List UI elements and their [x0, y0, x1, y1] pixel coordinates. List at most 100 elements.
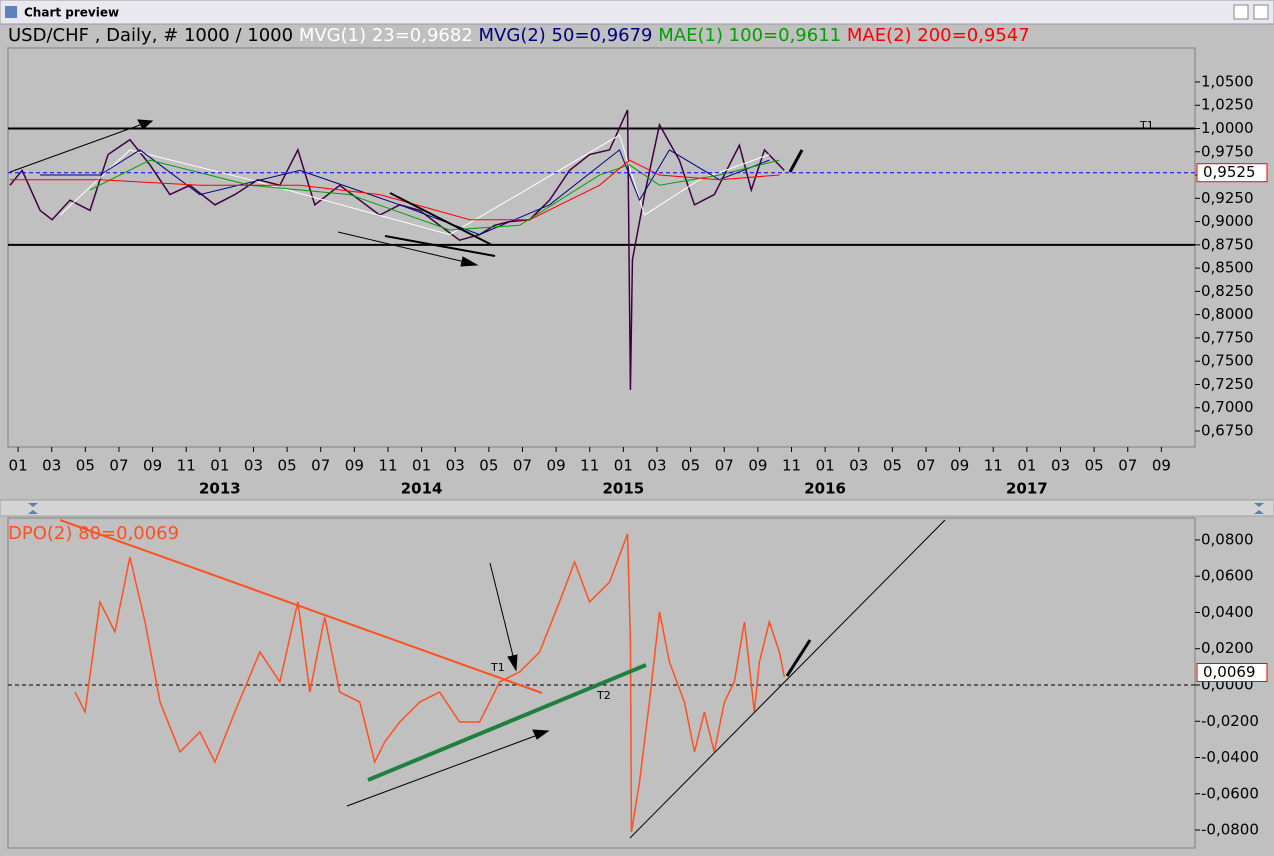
y-tick-label: -0,0800 [1201, 821, 1259, 839]
y-tick-label: 0,8750 [1201, 235, 1254, 253]
x-tick-label: 11 [177, 457, 196, 475]
x-tick-label: 03 [244, 457, 263, 475]
trend-arrow [489, 562, 514, 657]
x-tick-label: 05 [1085, 457, 1104, 475]
x-tick-label: 07 [916, 457, 935, 475]
y-tick-label: 0,0600 [1201, 567, 1254, 585]
year-label: 2016 [804, 480, 846, 498]
y-tick-label: 0,8000 [1201, 305, 1254, 323]
x-tick-label: 09 [1152, 457, 1171, 475]
current-value-box [1196, 662, 1268, 682]
trend-line [59, 519, 543, 694]
current-value-label: 0,0069 [1203, 663, 1256, 681]
y-tick-label: 0,7750 [1201, 328, 1254, 346]
x-tick-label: 03 [1051, 457, 1070, 475]
series-line [74, 533, 785, 833]
annotation: T2 [596, 689, 611, 702]
trend-mark [785, 639, 812, 677]
x-tick-label: 03 [42, 457, 61, 475]
x-tick-label: 01 [816, 457, 835, 475]
maximize-button[interactable] [1253, 4, 1269, 20]
title-bar [0, 0, 1274, 25]
x-tick-label: 05 [681, 457, 700, 475]
x-tick-label: 05 [76, 457, 95, 475]
drawings [9, 119, 946, 839]
current-value-box [1196, 163, 1268, 183]
y-tick-label: 1,0500 [1201, 72, 1254, 90]
legend-entry: USD/CHF , Daily, # 1000 / 1000 [8, 25, 293, 46]
x-tick-label: 01 [210, 457, 229, 475]
x-tick-label: 07 [109, 457, 128, 475]
legend-entry: MVG(2) 50=0,9679 [479, 25, 653, 46]
y-tick-label: 0,7500 [1201, 352, 1254, 370]
chart-header: USD/CHF , Daily, # 1000 / 1000 MVG(1) 23… [8, 25, 1030, 46]
price-chart: 0,6750 0,7000 0,7250 0,7500 0,7750 0,8000 0,82… [8, 25, 1268, 498]
x-tick-label: 09 [143, 457, 162, 475]
x-tick-label: 11 [984, 457, 1003, 475]
x-tick-label: 11 [782, 457, 801, 475]
x-tick-label: 07 [715, 457, 734, 475]
y-tick-label: -0,0400 [1201, 748, 1259, 766]
y-tick-label: -0,0200 [1201, 712, 1259, 730]
x-tick-label: 01 [9, 457, 28, 475]
year-label: 2017 [1006, 480, 1048, 498]
x-tick-label: 09 [950, 457, 969, 475]
arrow-head [460, 256, 479, 267]
y-tick-label: -0,0600 [1201, 784, 1259, 802]
minimize-button[interactable] [1233, 4, 1249, 20]
legend-entry: MAE(2) 200=0,9547 [847, 25, 1030, 46]
x-tick-label: 03 [446, 457, 465, 475]
trend-mark [788, 149, 804, 173]
series-line [9, 109, 785, 391]
chart-title: DPO(2) 80=0,0069 [8, 523, 179, 544]
annotation: T1 [490, 661, 505, 674]
y-tick-label: 0,8500 [1201, 259, 1254, 277]
dpo-chart: -0,0800-0,0600-0,0400-0,02000,00000,0200… [8, 523, 1268, 839]
y-tick-label: 0,9000 [1201, 212, 1254, 230]
x-tick-label: 01 [412, 457, 431, 475]
window-title: Chart preview [24, 6, 119, 20]
trend-line [384, 235, 496, 257]
legend-entry: MVG(1) 23=0,9682 [299, 25, 473, 46]
trend-arrow [337, 231, 466, 263]
y-tick-label: 0,8250 [1201, 282, 1254, 300]
x-tick-label: 05 [479, 457, 498, 475]
x-tick-label: 09 [547, 457, 566, 475]
series-line [10, 159, 780, 221]
y-tick-label: 1,0000 [1201, 119, 1254, 137]
series-line [59, 134, 770, 236]
x-tick-label: 11 [378, 457, 397, 475]
year-label: 2013 [199, 480, 241, 498]
y-tick-label: 1,0250 [1201, 96, 1254, 114]
y-tick-label: 0,0200 [1201, 639, 1254, 657]
panel-divider[interactable] [0, 499, 1274, 517]
y-tick-label: 0,6750 [1201, 421, 1254, 439]
x-tick-label: 09 [345, 457, 364, 475]
x-tick-label: 09 [748, 457, 767, 475]
x-tick-label: 07 [513, 457, 532, 475]
x-tick-label: 07 [1118, 457, 1137, 475]
y-tick-label: 0,9750 [1201, 142, 1254, 160]
trend-line [367, 663, 647, 782]
x-tick-label: 01 [614, 457, 633, 475]
arrow-head [532, 729, 550, 740]
year-label: 2015 [602, 480, 644, 498]
trend-line [389, 192, 493, 246]
annotation: T1 [1139, 119, 1154, 132]
x-tick-label: 05 [883, 457, 902, 475]
x-tick-label: 11 [580, 457, 599, 475]
window-icon [5, 6, 17, 18]
series-line [40, 149, 770, 236]
x-tick-label: 03 [647, 457, 666, 475]
trend-line [629, 519, 946, 839]
y-tick-label: 0,7000 [1201, 398, 1254, 416]
year-label: 2014 [401, 480, 443, 498]
y-tick-label: 0,7250 [1201, 375, 1254, 393]
current-value-label: 0,9525 [1203, 163, 1256, 181]
x-tick-label: 07 [311, 457, 330, 475]
arrow-head [137, 119, 154, 130]
y-tick-label: 0,9250 [1201, 189, 1254, 207]
y-tick-label: 0,0800 [1201, 530, 1254, 548]
arrow-head [507, 654, 518, 672]
